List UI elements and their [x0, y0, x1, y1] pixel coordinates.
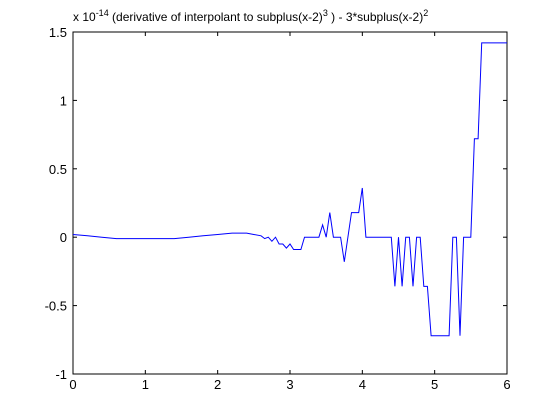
- x-tick-label-6: 6: [503, 377, 510, 392]
- y-tick-label-1: -0.5: [45, 299, 67, 314]
- series-line: [72, 42, 507, 337]
- y-tick-label-4: 1: [60, 93, 67, 108]
- title-multiplier-exponent: -14: [96, 8, 109, 18]
- axes-box: [72, 31, 508, 375]
- y-tick-label-2: 0: [60, 230, 67, 245]
- chart-title: x 10-14 (derivative of interpolant to su…: [73, 8, 428, 24]
- title-text-part-b: ) - 3*subplus(x-2): [328, 10, 423, 24]
- x-tick-label-2: 2: [214, 377, 221, 392]
- x-tick-label-5: 5: [431, 377, 438, 392]
- title-superscript-a: 3: [323, 8, 328, 18]
- y-tick-label-3: 0.5: [49, 162, 67, 177]
- y-tick-label-0: -1: [55, 367, 67, 382]
- y-tick-label-5: 1.5: [49, 25, 67, 40]
- x-tick-label-4: 4: [359, 377, 366, 392]
- x-tick-label-0: 0: [69, 377, 76, 392]
- x-axis-ticks: 0 1 2 3 4 5 6: [69, 32, 511, 392]
- title-text-part-a: (derivative of interpolant to subplus(x-…: [109, 10, 323, 24]
- x-tick-label-1: 1: [142, 377, 149, 392]
- y-axis-ticks: -1 -0.5 0 0.5 1 1.5: [45, 25, 507, 382]
- title-multiplier: x 10: [73, 10, 96, 24]
- x-tick-label-3: 3: [286, 377, 293, 392]
- title-superscript-b: 2: [423, 8, 428, 18]
